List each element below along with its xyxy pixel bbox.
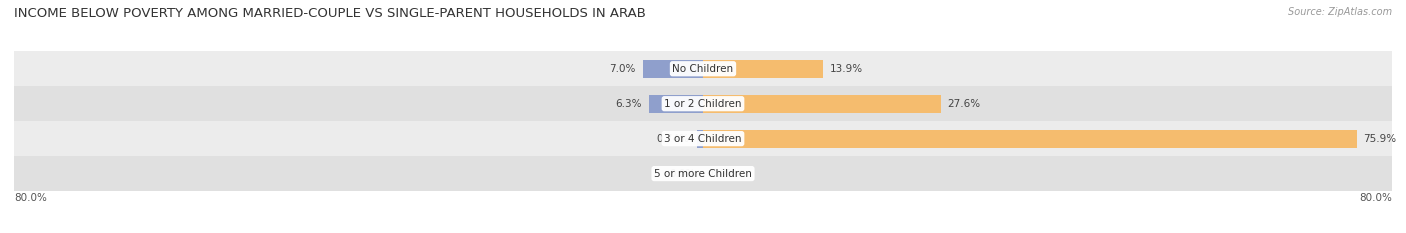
Text: 75.9%: 75.9%: [1364, 134, 1396, 144]
Text: 1 or 2 Children: 1 or 2 Children: [664, 99, 742, 109]
Text: 80.0%: 80.0%: [14, 193, 46, 203]
Text: 80.0%: 80.0%: [1360, 193, 1392, 203]
Bar: [696, 130, 703, 148]
Bar: [14, 51, 1392, 86]
Text: INCOME BELOW POVERTY AMONG MARRIED-COUPLE VS SINGLE-PARENT HOUSEHOLDS IN ARAB: INCOME BELOW POVERTY AMONG MARRIED-COUPL…: [14, 7, 645, 20]
Text: 5 or more Children: 5 or more Children: [654, 169, 752, 178]
Text: 0.0%: 0.0%: [669, 169, 696, 178]
Bar: [14, 156, 1392, 191]
Text: 3 or 4 Children: 3 or 4 Children: [664, 134, 742, 144]
Bar: [703, 95, 941, 113]
Bar: [643, 60, 703, 78]
Text: 13.9%: 13.9%: [830, 64, 863, 74]
Text: 6.3%: 6.3%: [616, 99, 643, 109]
Text: Source: ZipAtlas.com: Source: ZipAtlas.com: [1288, 7, 1392, 17]
Text: 0.74%: 0.74%: [657, 134, 690, 144]
Text: 7.0%: 7.0%: [609, 64, 636, 74]
Text: 0.0%: 0.0%: [710, 169, 737, 178]
Bar: [14, 121, 1392, 156]
Text: No Children: No Children: [672, 64, 734, 74]
Bar: [703, 60, 823, 78]
Bar: [14, 86, 1392, 121]
Bar: [648, 95, 703, 113]
Bar: [703, 130, 1357, 148]
Text: 27.6%: 27.6%: [948, 99, 981, 109]
